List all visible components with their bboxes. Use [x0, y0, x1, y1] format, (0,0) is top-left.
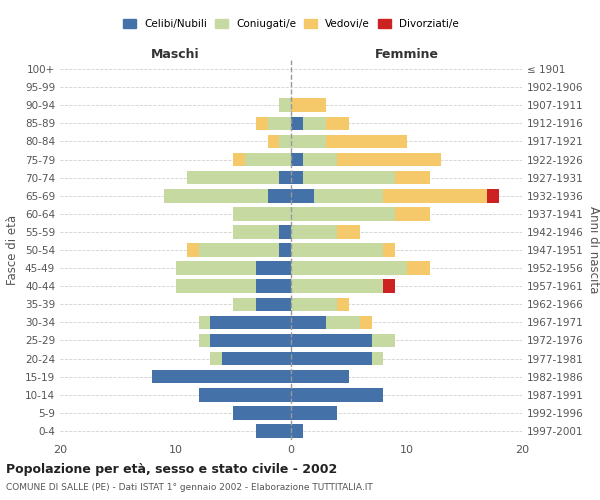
Bar — [326, 116, 349, 130]
Bar — [210, 352, 222, 366]
Bar — [187, 243, 199, 257]
Bar — [291, 225, 337, 238]
Text: COMUNE DI SALLE (PE) - Dati ISTAT 1° gennaio 2002 - Elaborazione TUTTITALIA.IT: COMUNE DI SALLE (PE) - Dati ISTAT 1° gen… — [6, 482, 373, 492]
Bar — [256, 298, 291, 311]
Bar — [302, 171, 395, 184]
Bar — [291, 388, 383, 402]
Bar — [395, 207, 430, 220]
Bar — [199, 334, 210, 347]
Bar — [280, 171, 291, 184]
Bar — [407, 262, 430, 275]
Bar — [291, 280, 383, 293]
Bar — [233, 207, 291, 220]
Bar — [372, 334, 395, 347]
Bar — [291, 334, 372, 347]
Y-axis label: Anni di nascita: Anni di nascita — [587, 206, 600, 294]
Bar — [268, 134, 280, 148]
Bar — [233, 406, 291, 419]
Bar — [256, 424, 291, 438]
Bar — [291, 207, 395, 220]
Bar — [199, 388, 291, 402]
Y-axis label: Fasce di età: Fasce di età — [7, 215, 19, 285]
Bar — [199, 316, 210, 329]
Bar — [176, 280, 256, 293]
Bar — [360, 316, 372, 329]
Bar — [245, 152, 291, 166]
Bar — [291, 352, 372, 366]
Bar — [291, 298, 337, 311]
Bar — [291, 116, 302, 130]
Bar — [302, 116, 326, 130]
Bar — [280, 134, 291, 148]
Bar — [291, 243, 383, 257]
Bar — [291, 406, 337, 419]
Bar — [152, 370, 291, 384]
Text: Femmine: Femmine — [374, 48, 439, 61]
Bar — [291, 189, 314, 202]
Bar — [256, 262, 291, 275]
Bar — [326, 134, 407, 148]
Bar — [291, 262, 407, 275]
Bar — [222, 352, 291, 366]
Bar — [233, 152, 245, 166]
Bar — [280, 98, 291, 112]
Bar — [187, 171, 280, 184]
Bar — [291, 152, 302, 166]
Bar — [176, 262, 256, 275]
Bar — [280, 243, 291, 257]
Legend: Celibi/Nubili, Coniugati/e, Vedovi/e, Divorziati/e: Celibi/Nubili, Coniugati/e, Vedovi/e, Di… — [120, 16, 462, 32]
Bar — [337, 152, 441, 166]
Text: Popolazione per età, sesso e stato civile - 2002: Popolazione per età, sesso e stato civil… — [6, 462, 337, 475]
Bar — [256, 280, 291, 293]
Bar — [337, 225, 360, 238]
Bar — [383, 189, 487, 202]
Bar — [291, 171, 302, 184]
Bar — [291, 98, 326, 112]
Bar — [280, 225, 291, 238]
Bar — [302, 152, 337, 166]
Bar — [199, 243, 280, 257]
Bar — [291, 370, 349, 384]
Bar — [337, 298, 349, 311]
Bar — [314, 189, 383, 202]
Bar — [383, 280, 395, 293]
Bar — [372, 352, 383, 366]
Bar — [395, 171, 430, 184]
Bar — [268, 189, 291, 202]
Bar — [291, 134, 326, 148]
Bar — [210, 334, 291, 347]
Bar — [326, 316, 360, 329]
Bar — [291, 424, 302, 438]
Bar — [291, 316, 326, 329]
Bar — [233, 298, 256, 311]
Text: Maschi: Maschi — [151, 48, 200, 61]
Bar — [268, 116, 291, 130]
Bar — [233, 225, 280, 238]
Bar — [210, 316, 291, 329]
Bar — [487, 189, 499, 202]
Bar — [256, 116, 268, 130]
Bar — [164, 189, 268, 202]
Bar — [383, 243, 395, 257]
